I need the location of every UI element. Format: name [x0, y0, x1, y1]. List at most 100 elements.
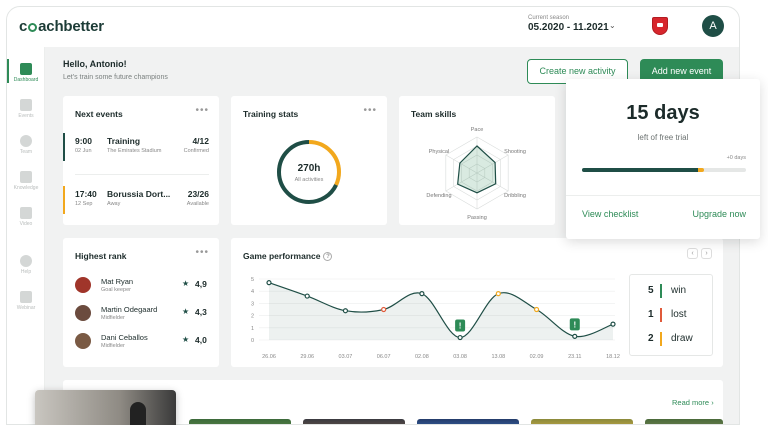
event-status: Confirmed: [183, 148, 209, 154]
data-point: [457, 334, 463, 341]
trial-extra-label: +0 days: [726, 155, 746, 161]
coachbetter-logo[interactable]: c achbetter: [19, 18, 104, 35]
radar-axis-line: [445, 154, 478, 174]
data-point: [495, 291, 501, 297]
sidebar-item-help[interactable]: Help: [7, 255, 45, 275]
more-options-icon[interactable]: •••: [363, 105, 377, 116]
media-thumbnail[interactable]: [189, 419, 291, 424]
player-avatar: [75, 333, 91, 349]
season-label: Current season: [528, 15, 570, 21]
result-draw: 2 draw: [630, 330, 712, 350]
season-selector[interactable]: Current season 05.2020 - 11.2021: [528, 15, 609, 33]
media-thumbnail[interactable]: [303, 419, 405, 424]
data-point: [266, 280, 272, 286]
list-item[interactable]: Dani Ceballos Midfielder ★ 4,0: [75, 331, 208, 353]
result-bar: [660, 332, 662, 346]
player-score: 4,3: [195, 307, 207, 317]
player-score: 4,9: [195, 279, 207, 289]
logo-ball-icon: [28, 23, 38, 32]
radar-axis-label: Defending: [426, 193, 451, 199]
sidebar: Dashboard Events Team Knowledge Video He…: [7, 47, 45, 424]
chevron-down-icon[interactable]: ⌄: [609, 21, 616, 30]
data-point: [381, 306, 387, 313]
event-time: 17:40: [75, 189, 97, 199]
view-checklist-link[interactable]: View checklist: [582, 209, 639, 219]
read-more-link[interactable]: Read more ›: [672, 398, 714, 407]
event-date: 02 Jun: [75, 148, 92, 154]
radar-axis-label: Shooting: [504, 149, 526, 155]
donut-accent-arc: [277, 140, 341, 204]
donut-label: All activities: [295, 177, 324, 183]
performance-chart: 0 1 2 3 4 5! ! 26.06 29.06 03.07 06.07 02.08 03.08 13…: [251, 277, 620, 360]
sidebar-item-webinar[interactable]: Webinar: [7, 291, 45, 311]
player-score: 4,0: [195, 335, 207, 345]
x-tick-label: 03.08: [453, 354, 467, 360]
highest-rank-card: Highest rank ••• Mat Ryan Goal keeper ★ …: [63, 238, 219, 367]
data-point: [419, 291, 425, 297]
chevron-right-icon[interactable]: ›: [701, 248, 712, 259]
list-item[interactable]: Martin Odegaard Midfielder ★ 4,3: [75, 303, 208, 325]
star-icon: ★: [182, 307, 190, 316]
sidebar-item-dashboard[interactable]: Dashboard: [7, 59, 45, 83]
event-count: 23/26: [187, 189, 209, 199]
arsenal-crest-icon[interactable]: [652, 17, 668, 35]
x-tick-label: 29.06: [300, 354, 314, 360]
y-tick-label: 1: [251, 326, 254, 332]
more-options-icon[interactable]: •••: [195, 105, 209, 116]
media-thumbnail[interactable]: [645, 419, 723, 424]
result-win: 5 win: [630, 282, 712, 302]
x-tick-label: 06.07: [377, 354, 391, 360]
line-area: [269, 282, 613, 340]
list-item[interactable]: Mat Ryan Goal keeper ★ 4,9: [75, 275, 208, 297]
welcome-title: Hello, Antonio!: [63, 59, 127, 69]
event-time: 9:00: [75, 136, 93, 146]
y-tick-label: 0: [251, 338, 254, 344]
result-count: 5: [648, 285, 654, 296]
coach-figure: [130, 402, 146, 425]
star-icon: ★: [182, 335, 190, 344]
media-thumbnail[interactable]: [531, 419, 633, 424]
event-item[interactable]: 17:40 12 Sep Borussia Dort... Away 23/26…: [63, 186, 220, 214]
play-icon: [20, 207, 32, 219]
radar-axis-label: Dribbling: [504, 193, 526, 199]
avatar[interactable]: A: [702, 15, 724, 37]
event-date: 12 Sep: [75, 201, 93, 207]
x-tick-label: 02.09: [530, 354, 544, 360]
help-icon[interactable]: ?: [323, 252, 333, 261]
trial-progress-marker: [698, 168, 705, 172]
chevron-left-icon[interactable]: ‹: [687, 248, 698, 259]
win-marker-icon: [455, 319, 466, 332]
result-bar: [660, 308, 662, 322]
radar-axis-label: Physical: [429, 149, 449, 155]
player-name: Mat Ryan: [101, 277, 134, 286]
radar-axis-line: [476, 154, 509, 174]
event-item[interactable]: 9:00 02 Jun Training The Emirates Stadiu…: [63, 133, 220, 161]
more-options-icon[interactable]: •••: [195, 247, 209, 258]
result-label: draw: [671, 333, 693, 344]
win-marker-icon: [569, 318, 580, 331]
sidebar-item-video[interactable]: Video: [7, 207, 45, 227]
event-count: 4/12: [192, 136, 209, 146]
training-stats-card: Training stats ••• 270h All activities: [231, 96, 387, 225]
media-thumbnail[interactable]: [417, 419, 519, 424]
dashboard-icon: [20, 63, 32, 75]
radar-axis-line: [476, 172, 509, 192]
event-name: Borussia Dort...: [107, 189, 171, 199]
result-label: win: [671, 285, 687, 296]
sidebar-item-team[interactable]: Team: [7, 135, 45, 155]
sidebar-item-events[interactable]: Events: [7, 99, 45, 119]
event-color-bar: [63, 133, 65, 161]
event-status: Available: [186, 201, 209, 207]
radar-axis-label: Passing: [467, 215, 487, 221]
football-icon: [20, 135, 32, 147]
sidebar-item-knowledge[interactable]: Knowledge: [7, 171, 45, 191]
help-icon: [20, 255, 32, 267]
video-preview[interactable]: [35, 390, 176, 425]
card-title: Training stats: [243, 109, 299, 119]
season-value: 05.2020 - 11.2021: [528, 22, 609, 33]
result-count: 2: [648, 333, 654, 344]
trial-progress-fill: [582, 168, 701, 172]
webinar-icon: [20, 291, 32, 303]
star-icon: ★: [182, 279, 190, 288]
upgrade-now-link[interactable]: Upgrade now: [692, 209, 746, 219]
